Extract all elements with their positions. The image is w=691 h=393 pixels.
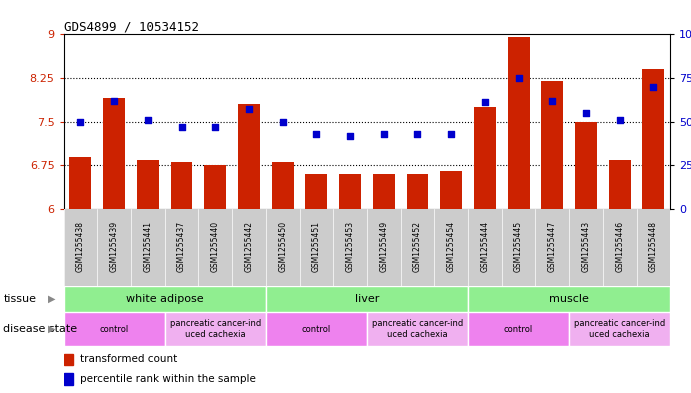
Point [648,84,659,90]
Text: GSM1255444: GSM1255444 [480,220,489,272]
Bar [164,312,266,346]
Bar [440,171,462,209]
Text: pancreatic cancer-ind
uced cachexia: pancreatic cancer-ind uced cachexia [169,320,261,339]
Bar [474,107,496,209]
Bar [468,209,502,286]
Text: percentile rank within the sample: percentile rank within the sample [80,374,256,384]
Point [209,124,220,130]
Bar [70,157,91,209]
Text: GSM1255445: GSM1255445 [514,220,523,272]
Bar [137,160,159,209]
Bar [103,98,125,209]
Point [176,124,187,130]
Bar [603,209,636,286]
Point [580,110,591,116]
Bar [305,174,328,209]
Bar [64,209,97,286]
Bar [636,209,670,286]
Bar [299,209,333,286]
Bar [367,209,401,286]
Text: GSM1255438: GSM1255438 [76,220,85,272]
Text: liver: liver [354,294,379,304]
Point [243,106,254,112]
Text: GSM1255442: GSM1255442 [245,220,254,272]
Bar [266,209,299,286]
Text: GSM1255449: GSM1255449 [379,220,388,272]
Bar [131,209,164,286]
Bar [232,209,266,286]
Point [378,131,389,137]
Text: GDS4899 / 10534152: GDS4899 / 10534152 [64,20,198,33]
Bar [468,312,569,346]
Bar [468,286,670,312]
Bar [536,209,569,286]
Text: GSM1255447: GSM1255447 [548,220,557,272]
Bar [643,69,664,209]
Point [75,119,86,125]
Text: GSM1255450: GSM1255450 [278,220,287,272]
Bar [238,104,260,209]
Point [142,117,153,123]
Bar [401,209,435,286]
Bar [266,312,367,346]
Text: GSM1255454: GSM1255454 [446,220,455,272]
Bar [373,174,395,209]
Text: GSM1255443: GSM1255443 [582,220,591,272]
Point [311,131,322,137]
Bar [64,354,73,365]
Text: transformed count: transformed count [80,354,177,364]
Bar [272,162,294,209]
Point [108,97,120,104]
Bar [508,37,529,209]
Bar [171,162,193,209]
Text: GSM1255448: GSM1255448 [649,220,658,272]
Point [513,75,524,81]
Bar [435,209,468,286]
Text: ▶: ▶ [48,294,55,304]
Text: control: control [302,325,331,334]
Bar [64,286,266,312]
Text: tissue: tissue [3,294,37,304]
Point [446,131,457,137]
Point [614,117,625,123]
Bar [502,209,536,286]
Bar [569,209,603,286]
Text: GSM1255453: GSM1255453 [346,220,354,272]
Bar [406,174,428,209]
Bar [205,165,226,209]
Text: pancreatic cancer-ind
uced cachexia: pancreatic cancer-ind uced cachexia [372,320,463,339]
Bar [339,174,361,209]
Text: control: control [504,325,533,334]
Point [345,132,356,139]
Text: GSM1255441: GSM1255441 [143,220,152,272]
Text: GSM1255451: GSM1255451 [312,220,321,272]
Text: GSM1255452: GSM1255452 [413,220,422,272]
Bar [64,373,73,385]
Text: GSM1255439: GSM1255439 [110,220,119,272]
Text: GSM1255446: GSM1255446 [615,220,624,272]
Point [277,119,288,125]
Text: muscle: muscle [549,294,589,304]
Point [480,99,491,106]
Text: ▶: ▶ [48,324,55,334]
Bar [367,312,468,346]
Bar [164,209,198,286]
Text: white adipose: white adipose [126,294,204,304]
Bar [541,81,563,209]
Text: disease state: disease state [3,324,77,334]
Bar [333,209,367,286]
Bar [609,160,631,209]
Point [547,97,558,104]
Bar [64,312,164,346]
Text: GSM1255440: GSM1255440 [211,220,220,272]
Bar [266,286,468,312]
Point [412,131,423,137]
Text: pancreatic cancer-ind
uced cachexia: pancreatic cancer-ind uced cachexia [574,320,665,339]
Bar [575,122,597,209]
Bar [97,209,131,286]
Bar [198,209,232,286]
Bar [569,312,670,346]
Text: control: control [100,325,129,334]
Text: GSM1255437: GSM1255437 [177,220,186,272]
